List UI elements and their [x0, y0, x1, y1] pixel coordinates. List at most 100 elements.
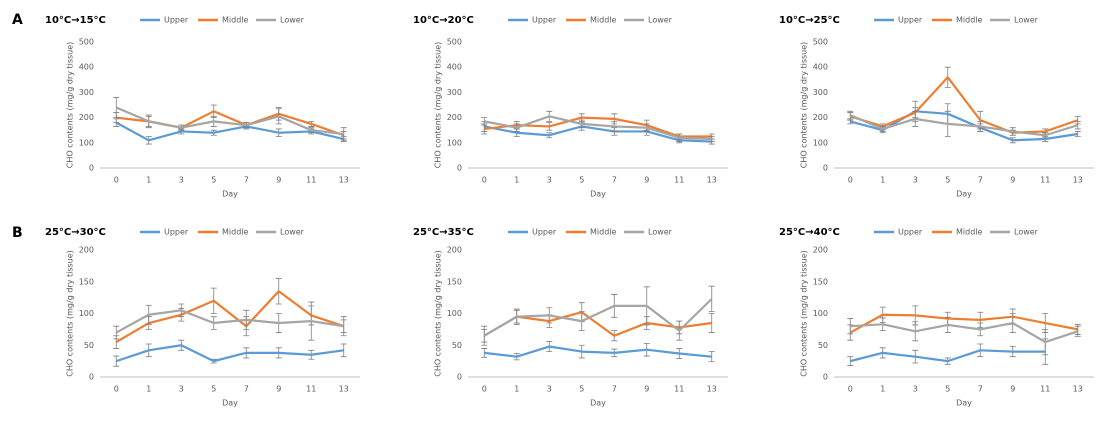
legend-label: Upper: [898, 228, 923, 237]
y-tick-label: 200: [447, 113, 462, 122]
x-tick-label: 11: [674, 176, 684, 185]
y-tick-label: 200: [79, 113, 94, 122]
y-tick-label: 0: [457, 373, 462, 382]
x-tick-label: 1: [146, 385, 151, 394]
x-tick-label: 13: [339, 385, 349, 394]
x-tick-label: 13: [707, 385, 717, 394]
y-tick-label: 500: [79, 38, 94, 47]
x-tick-label: 9: [644, 176, 649, 185]
x-tick-label: 5: [579, 176, 584, 185]
y-tick-label: 150: [79, 277, 94, 286]
legend-label: Lower: [648, 16, 673, 25]
x-tick-label: 3: [547, 176, 552, 185]
series-line: [849, 313, 1078, 334]
x-tick-label: 9: [644, 385, 649, 394]
x-tick-label: 7: [244, 385, 249, 394]
y-tick-label: 100: [447, 309, 462, 318]
chart-title: 10°C→25°C: [779, 15, 840, 26]
x-tick-label: 7: [612, 176, 617, 185]
y-tick-label: 50: [452, 341, 462, 350]
y-axis-label: CHO contents (mg/g dry tissue): [800, 250, 809, 377]
x-tick-label: 13: [1073, 385, 1083, 394]
x-tick-label: 3: [913, 176, 918, 185]
legend-label: Lower: [280, 16, 305, 25]
x-tick-label: 1: [514, 176, 519, 185]
y-tick-label: 300: [79, 88, 94, 97]
x-tick-label: 3: [179, 385, 184, 394]
x-tick-label: 9: [1010, 176, 1015, 185]
y-tick-label: 400: [79, 63, 94, 72]
y-tick-label: 200: [813, 113, 828, 122]
y-tick-label: 200: [447, 246, 462, 255]
y-tick-label: 150: [813, 277, 828, 286]
x-axis-label: Day: [956, 190, 972, 199]
legend-label: Middle: [956, 228, 983, 237]
series-line: [484, 125, 712, 143]
series-line: [849, 114, 1079, 137]
x-tick-label: 13: [707, 176, 717, 185]
series-line: [115, 309, 344, 334]
x-tick-label: 0: [114, 385, 119, 394]
y-tick-label: 0: [823, 164, 828, 173]
y-tick-label: 100: [447, 138, 462, 147]
legend-label: Middle: [222, 16, 249, 25]
x-tick-label: 5: [211, 385, 216, 394]
chart-title: 10°C→15°C: [45, 15, 106, 26]
x-tick-label: 3: [547, 385, 552, 394]
y-tick-label: 400: [813, 63, 828, 72]
y-tick-label: 100: [813, 309, 828, 318]
legend-label: Lower: [1014, 16, 1039, 25]
series-line: [115, 290, 345, 344]
chart-title: 25°C→30°C: [45, 227, 106, 238]
y-tick-label: 200: [79, 246, 94, 255]
legend-label: Upper: [164, 16, 189, 25]
x-tick-label: 11: [1040, 385, 1050, 394]
y-tick-label: 300: [813, 88, 828, 97]
x-tick-label: 7: [612, 385, 617, 394]
x-tick-label: 13: [339, 176, 349, 185]
y-tick-label: 0: [89, 164, 94, 173]
x-tick-label: 9: [1010, 385, 1015, 394]
legend-label: Lower: [1014, 228, 1039, 237]
y-axis-label: CHO contents (mg/g dry tissue): [66, 42, 75, 169]
x-tick-label: 5: [945, 176, 950, 185]
series-line: [850, 321, 1079, 344]
x-tick-label: 0: [848, 385, 853, 394]
y-axis-label: CHO contents (mg/g dry tissue): [434, 42, 443, 169]
chart-title: 10°C→20°C: [413, 15, 474, 26]
chart-title: 25°C→35°C: [413, 227, 474, 238]
y-tick-label: 100: [79, 309, 94, 318]
x-tick-label: 0: [114, 176, 119, 185]
x-tick-label: 1: [146, 176, 151, 185]
x-axis-label: Day: [222, 399, 238, 408]
series-line: [849, 349, 1046, 363]
legend-label: Upper: [532, 16, 557, 25]
y-tick-label: 200: [813, 246, 828, 255]
legend-label: Lower: [280, 228, 305, 237]
x-tick-label: 7: [244, 176, 249, 185]
x-tick-label: 3: [913, 385, 918, 394]
panel-label: A: [12, 12, 23, 28]
chart-panel: 10°C→15°C Upper Middle Lower010020030040050…: [45, 15, 360, 199]
chart-panel: 10°C→20°C Upper Middle Lower010020030040050…: [413, 15, 728, 199]
x-tick-label: 9: [276, 385, 281, 394]
y-tick-label: 0: [457, 164, 462, 173]
x-tick-label: 7: [978, 385, 983, 394]
x-tick-label: 0: [848, 176, 853, 185]
x-tick-label: 1: [880, 176, 885, 185]
y-axis-label: CHO contents (mg/g dry tissue): [434, 250, 443, 377]
x-tick-label: 5: [945, 385, 950, 394]
x-tick-label: 0: [482, 385, 487, 394]
y-tick-label: 50: [818, 341, 828, 350]
x-tick-label: 3: [179, 176, 184, 185]
y-tick-label: 300: [447, 88, 462, 97]
chart-title: 25°C→40°C: [779, 227, 840, 238]
series-line: [115, 121, 344, 142]
x-tick-label: 0: [482, 176, 487, 185]
y-tick-label: 0: [89, 373, 94, 382]
y-axis-label: CHO contents (mg/g dry tissue): [800, 42, 809, 169]
legend-label: Upper: [164, 228, 189, 237]
x-tick-label: 5: [211, 176, 216, 185]
